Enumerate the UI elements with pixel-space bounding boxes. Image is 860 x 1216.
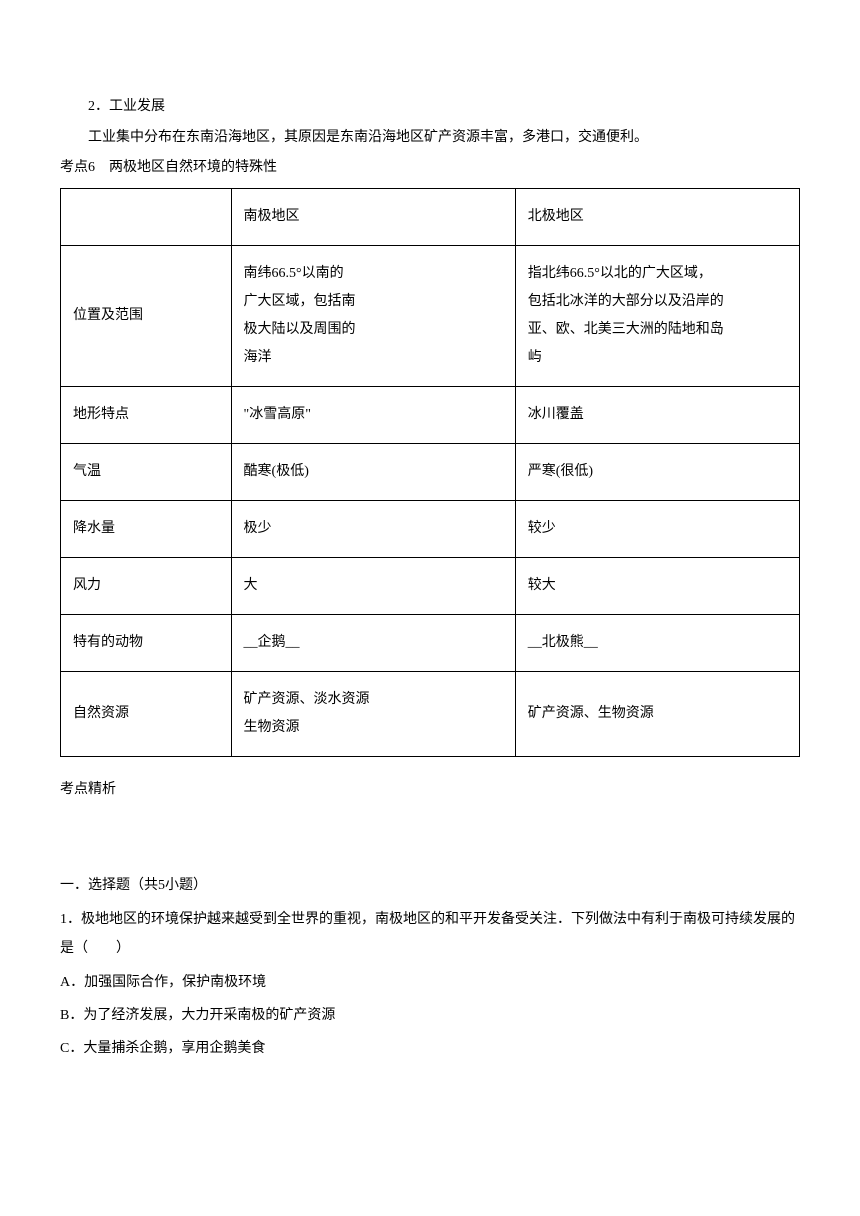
table-cell: 地形特点	[61, 386, 232, 443]
table-cell: 严寒(很低)	[515, 443, 799, 500]
table-cell: 特有的动物	[61, 614, 232, 671]
table-row: 地形特点 "冰雪高原" 冰川覆盖	[61, 386, 800, 443]
table-cell: 北极地区	[515, 188, 799, 245]
table-cell: 极少	[231, 500, 515, 557]
option-b: B．为了经济发展，大力开采南极的矿产资源	[60, 1001, 800, 1030]
table-row: 气温 酷寒(极低) 严寒(很低)	[61, 443, 800, 500]
table-cell: 南纬66.5°以南的广大区域，包括南极大陆以及周围的海洋	[231, 245, 515, 386]
intro-line-1: 2．工业发展	[60, 94, 800, 121]
option-a: A．加强国际合作，保护南极环境	[60, 968, 800, 997]
table-cell: "冰雪高原"	[231, 386, 515, 443]
table-cell: 自然资源	[61, 671, 232, 756]
table-cell: __企鹅__	[231, 614, 515, 671]
table-row: 南极地区 北极地区	[61, 188, 800, 245]
table-cell: 大	[231, 557, 515, 614]
table-cell: 降水量	[61, 500, 232, 557]
table-cell: 指北纬66.5°以北的广大区域，包括北冰洋的大部分以及沿岸的亚、欧、北美三大洲的…	[515, 245, 799, 386]
table-cell: 酷寒(极低)	[231, 443, 515, 500]
table-cell: 较少	[515, 500, 799, 557]
table-cell: 冰川覆盖	[515, 386, 799, 443]
heading-6: 考点6 两极地区自然环境的特殊性	[60, 155, 800, 182]
table-cell: 位置及范围	[61, 245, 232, 386]
table-cell: 气温	[61, 443, 232, 500]
table-row: 自然资源 矿产资源、淡水资源生物资源 矿产资源、生物资源	[61, 671, 800, 756]
table-cell: 矿产资源、生物资源	[515, 671, 799, 756]
quiz-section: 一．选择题（共5小题）	[60, 871, 800, 900]
table-row: 风力 大 较大	[61, 557, 800, 614]
option-c: C．大量捕杀企鹅，享用企鹅美食	[60, 1034, 800, 1063]
table-cell: 风力	[61, 557, 232, 614]
analysis-heading: 考点精析	[60, 777, 800, 804]
question-1: 1．极地地区的环境保护越来越受到全世界的重视，南极地区的和平开发备受关注．下列做…	[60, 905, 800, 964]
table-row: 特有的动物 __企鹅__ __北极熊__	[61, 614, 800, 671]
table-cell: __北极熊__	[515, 614, 799, 671]
intro-line-2: 工业集中分布在东南沿海地区，其原因是东南沿海地区矿产资源丰富，多港口，交通便利。	[60, 125, 800, 152]
table-row: 降水量 极少 较少	[61, 500, 800, 557]
table-cell: 较大	[515, 557, 799, 614]
table-cell	[61, 188, 232, 245]
table-row: 位置及范围 南纬66.5°以南的广大区域，包括南极大陆以及周围的海洋 指北纬66…	[61, 245, 800, 386]
table-cell: 南极地区	[231, 188, 515, 245]
table-cell: 矿产资源、淡水资源生物资源	[231, 671, 515, 756]
comparison-table: 南极地区 北极地区 位置及范围 南纬66.5°以南的广大区域，包括南极大陆以及周…	[60, 188, 800, 757]
